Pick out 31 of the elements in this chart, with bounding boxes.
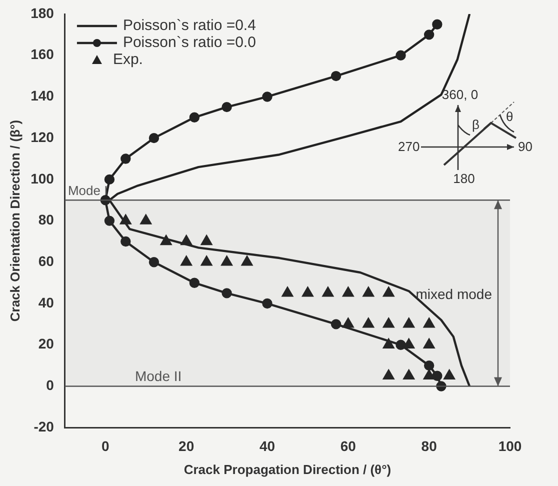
y-tick-label: 0: [46, 377, 54, 394]
x-tick-label: 100: [498, 438, 522, 454]
annotation: 270: [398, 139, 420, 154]
annotation: θ: [506, 109, 514, 124]
x-tick-label: 80: [421, 438, 438, 454]
x-tick-label: 60: [340, 438, 356, 454]
x-tick-label: 20: [178, 438, 194, 454]
y-tick-label: 40: [38, 294, 54, 310]
y-tick-label: 80: [38, 212, 54, 228]
x-tick-label: 40: [259, 438, 276, 454]
legend-label: Poisson`s ratio =0.4: [122, 17, 256, 34]
text: 90: [518, 139, 532, 154]
ref-line-label: Mode I: [68, 183, 108, 198]
y-tick-label: 160: [30, 46, 54, 62]
y-tick-label: 120: [30, 128, 54, 145]
x-axis-title: Crack Propagation Direction / (θ°): [184, 462, 392, 477]
y-tick-label: -20: [34, 418, 54, 434]
band-label: mixed mode: [416, 286, 492, 302]
y-tick-label: 20: [38, 336, 54, 352]
annotation: 360, 0: [442, 87, 478, 102]
ref-line-label: Mode II: [134, 368, 182, 384]
y-tick-label: 100: [30, 170, 54, 186]
y-tick-label: 60: [38, 253, 54, 270]
legend-label: Exp.: [112, 51, 143, 68]
legend-label: Poisson`s ratio =0.0: [122, 34, 256, 52]
annotation: β: [472, 117, 480, 132]
annotation: 180: [453, 171, 475, 186]
y-tick-label: 140: [30, 88, 54, 104]
y-tick-label: 180: [30, 4, 54, 21]
x-tick-label: 0: [102, 438, 110, 454]
y-axis-title: Crack Orientation Direction / (β°): [7, 120, 22, 322]
